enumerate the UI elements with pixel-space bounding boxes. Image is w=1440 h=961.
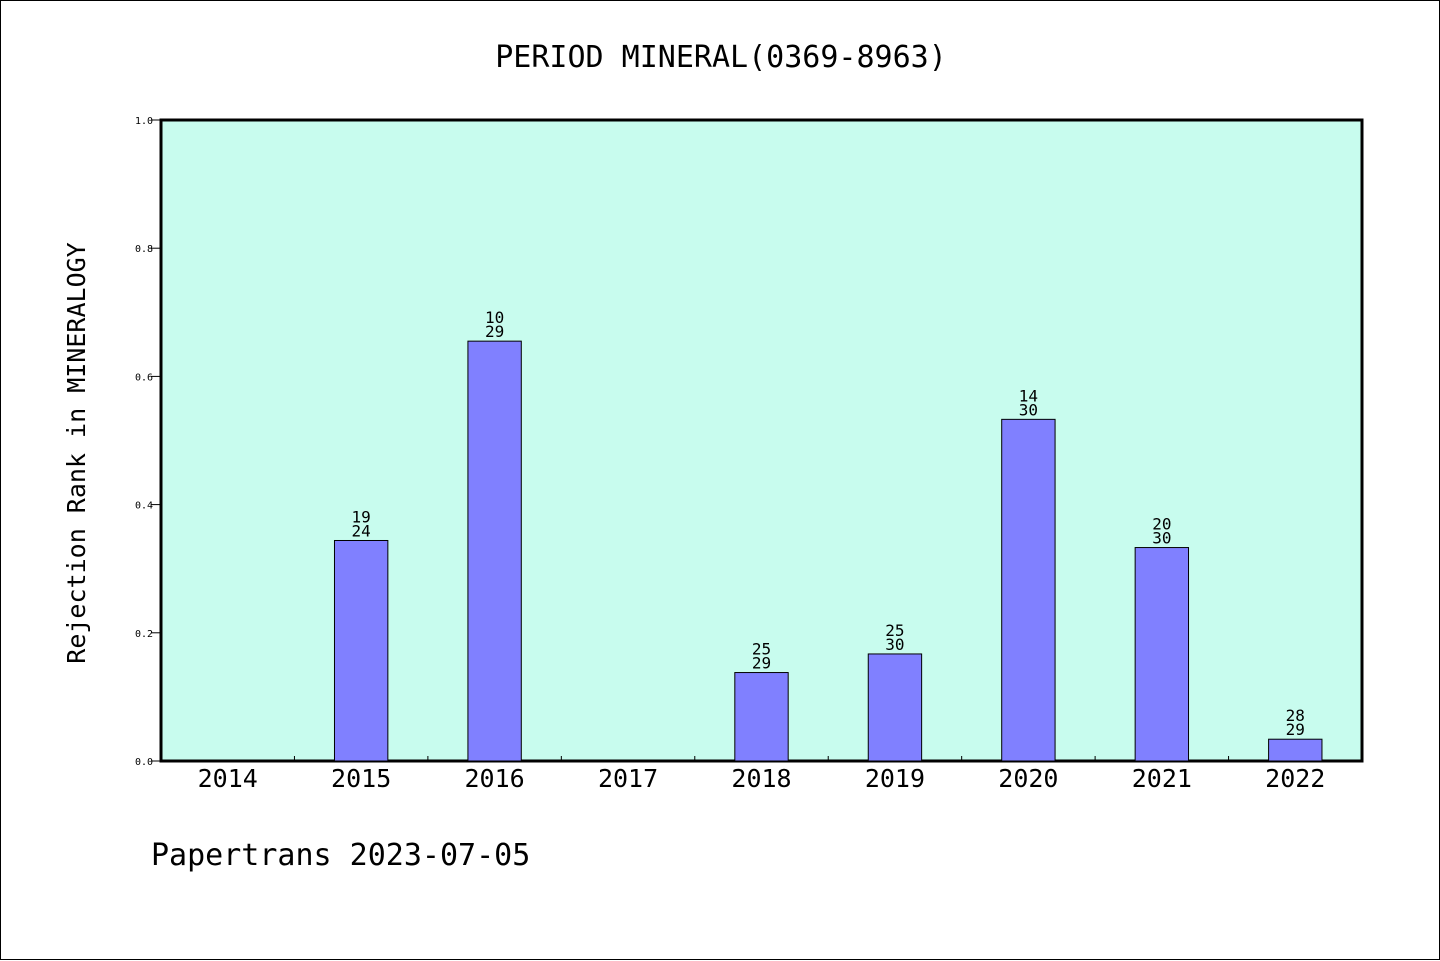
y-tick-label: 0.0	[135, 757, 153, 768]
x-tick-label: 2016	[465, 764, 525, 793]
bar-label-top: 25	[885, 621, 904, 640]
bar-label-bottom: 29	[752, 654, 771, 673]
x-tick-label: 2018	[731, 764, 791, 793]
bar-2020	[1001, 418, 1056, 762]
chart-title: PERIOD MINERAL(0369-8963)	[495, 40, 947, 75]
bar-label-bottom: 24	[352, 521, 371, 540]
bar-label-top: 19	[352, 507, 371, 526]
bar-2016	[467, 340, 522, 762]
x-tick-label: 2017	[598, 764, 658, 793]
bar-label-bottom: 29	[1286, 720, 1305, 739]
bar-2021	[1134, 547, 1190, 762]
y-tick-label: 0.6	[135, 372, 153, 383]
bar-2022	[1268, 738, 1323, 762]
bar-label-top: 28	[1286, 706, 1305, 725]
bars-group	[333, 340, 1323, 762]
y-tick-label: 0.4	[135, 501, 153, 512]
x-tick-label: 2020	[998, 764, 1058, 793]
y-tick-label: 1.0	[135, 116, 153, 127]
bar-label-top: 25	[752, 640, 771, 659]
x-tick-label: 2022	[1265, 764, 1325, 793]
x-tick-label: 2014	[198, 764, 258, 793]
bar-2019	[867, 653, 923, 762]
x-tick-label: 2019	[865, 764, 925, 793]
bar-label-top: 10	[485, 308, 504, 327]
y-tick-label: 0.2	[135, 629, 153, 640]
bar-label-bottom: 30	[1152, 529, 1171, 548]
footer-text: Papertrans 2023-07-05	[151, 838, 530, 873]
bar-label-bottom: 30	[1019, 400, 1038, 419]
bar-label-bottom: 30	[885, 635, 904, 654]
bar-2018	[734, 672, 789, 762]
bar-2015	[333, 539, 389, 762]
x-tick-label: 2015	[331, 764, 391, 793]
x-axis-ticks: 2014 2015 2016 2017 2018 2019 2020 2021 2022	[198, 756, 1325, 793]
y-tick-label: 0.8	[135, 244, 153, 255]
x-tick-label: 2021	[1132, 764, 1192, 793]
y-axis-label: Rejection Rank in MINERALOGY	[62, 242, 91, 663]
bar-label-top: 20	[1152, 515, 1171, 534]
bar-label-bottom: 29	[485, 322, 504, 341]
bar-label-top: 14	[1019, 386, 1038, 405]
y-axis-ticks: 0.0 0.2 0.4 0.6 0.8 1.0	[135, 116, 161, 768]
